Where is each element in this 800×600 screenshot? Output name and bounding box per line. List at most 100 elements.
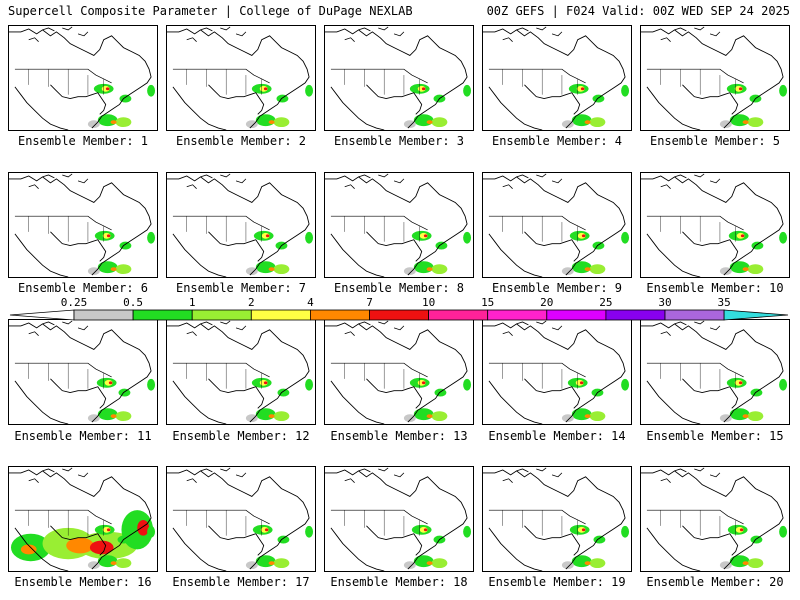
scp-area xyxy=(561,267,574,276)
ensemble-panel-5 xyxy=(640,25,790,131)
ensemble-panel-12 xyxy=(166,319,316,425)
scp-area xyxy=(738,381,743,385)
scp-area xyxy=(115,264,132,275)
scp-area xyxy=(245,120,258,129)
ensemble-panel-15 xyxy=(640,319,790,425)
scp-area xyxy=(115,411,132,422)
scp-area xyxy=(147,525,156,538)
scp-area xyxy=(413,555,434,568)
scp-area xyxy=(305,231,314,244)
scp-area xyxy=(87,414,100,423)
scp-area xyxy=(579,381,584,385)
colorbar-tick-label: 30 xyxy=(658,296,671,309)
scp-area xyxy=(403,120,416,129)
ensemble-member-label: Ensemble Member: 8 xyxy=(333,281,465,295)
scp-area xyxy=(273,117,290,128)
ensemble-panel-8 xyxy=(324,172,474,278)
ensemble-panel-16 xyxy=(8,466,158,572)
scp-area xyxy=(561,120,574,129)
scp-area xyxy=(779,525,788,538)
scp-area xyxy=(118,388,131,397)
colorbar-segment xyxy=(309,309,370,321)
map-plot xyxy=(167,173,314,277)
ensemble-member-label: Ensemble Member: 2 xyxy=(175,134,307,148)
scp-area xyxy=(87,267,100,276)
scp-area xyxy=(742,414,749,419)
scp-area xyxy=(589,117,606,128)
scp-area xyxy=(268,561,275,566)
scp-area xyxy=(110,561,117,566)
ensemble-member-label: Ensemble Member: 1 xyxy=(17,134,149,148)
scp-area xyxy=(97,408,118,421)
ensemble-member-label: Ensemble Member: 14 xyxy=(488,429,626,443)
scp-area xyxy=(102,526,111,533)
scp-area xyxy=(403,267,416,276)
scp-area xyxy=(592,94,605,103)
scp-area xyxy=(729,555,750,568)
scp-area xyxy=(426,267,433,272)
scp-area xyxy=(750,535,763,544)
scp-area xyxy=(426,561,433,566)
scp-area xyxy=(463,525,472,538)
scp-area xyxy=(255,114,276,127)
ensemble-panel-4 xyxy=(482,25,632,131)
scp-area xyxy=(584,561,591,566)
scp-area xyxy=(577,526,586,533)
scp-area xyxy=(147,231,156,244)
colorbar-tick-label: 1 xyxy=(189,296,196,309)
ensemble-member-label: Ensemble Member: 15 xyxy=(646,429,784,443)
map-plot xyxy=(641,173,788,277)
ensemble-member-label: Ensemble Member: 5 xyxy=(649,134,781,148)
scp-area xyxy=(584,120,591,125)
scp-area xyxy=(735,526,744,533)
map-plot xyxy=(483,320,630,424)
scp-area xyxy=(742,561,749,566)
ensemble-panel-19 xyxy=(482,466,632,572)
scp-area xyxy=(581,528,586,532)
map-plot xyxy=(483,173,630,277)
scp-area xyxy=(115,558,132,569)
ensemble-member-label: Ensemble Member: 17 xyxy=(172,575,310,589)
colorbar-tick-label: 7 xyxy=(366,296,373,309)
scp-area xyxy=(106,528,111,532)
colorbar-segment xyxy=(664,309,725,321)
scp-area xyxy=(413,408,434,421)
ensemble-member-label: Ensemble Member: 12 xyxy=(172,429,310,443)
ensemble-member-label: Ensemble Member: 3 xyxy=(333,134,465,148)
map-plot xyxy=(325,467,472,571)
ensemble-panel-13 xyxy=(324,319,474,425)
scp-area xyxy=(105,87,110,91)
map-plot xyxy=(325,320,472,424)
ensemble-member-label: Ensemble Member: 10 xyxy=(646,281,784,295)
scp-area xyxy=(734,379,743,386)
ensemble-panel-3 xyxy=(324,25,474,131)
map-title: Supercell Composite Parameter | College … xyxy=(8,4,413,18)
scp-area xyxy=(423,528,428,532)
scp-area xyxy=(413,261,434,274)
scp-area xyxy=(742,267,749,272)
scp-area xyxy=(264,528,269,532)
scp-area xyxy=(110,414,117,419)
colorbar-tick-label: 25 xyxy=(599,296,612,309)
colorbar-segment xyxy=(73,309,134,321)
scp-area xyxy=(738,87,743,91)
scp-area xyxy=(779,378,788,391)
valid-time: 00Z GEFS | F024 Valid: 00Z WED SEP 24 20… xyxy=(486,4,790,18)
scp-area xyxy=(147,378,156,391)
colorbar-legend: 0.25 0.5 1 2 4 7 10 15 20 25 30 35 xyxy=(9,296,789,321)
scp-area xyxy=(97,555,118,568)
scp-area xyxy=(106,234,111,238)
colorbar-segment xyxy=(428,309,489,321)
scp-area xyxy=(584,267,591,272)
scp-area xyxy=(273,264,290,275)
scp-area xyxy=(245,414,258,423)
colorbar-segment xyxy=(605,309,666,321)
scp-area xyxy=(263,381,268,385)
scp-area xyxy=(742,120,749,125)
ensemble-panel-6 xyxy=(8,172,158,278)
scp-area xyxy=(255,555,276,568)
map-plot xyxy=(641,467,788,571)
ensemble-panel-2 xyxy=(166,25,316,131)
scp-area xyxy=(97,261,118,274)
scp-area xyxy=(245,267,258,276)
